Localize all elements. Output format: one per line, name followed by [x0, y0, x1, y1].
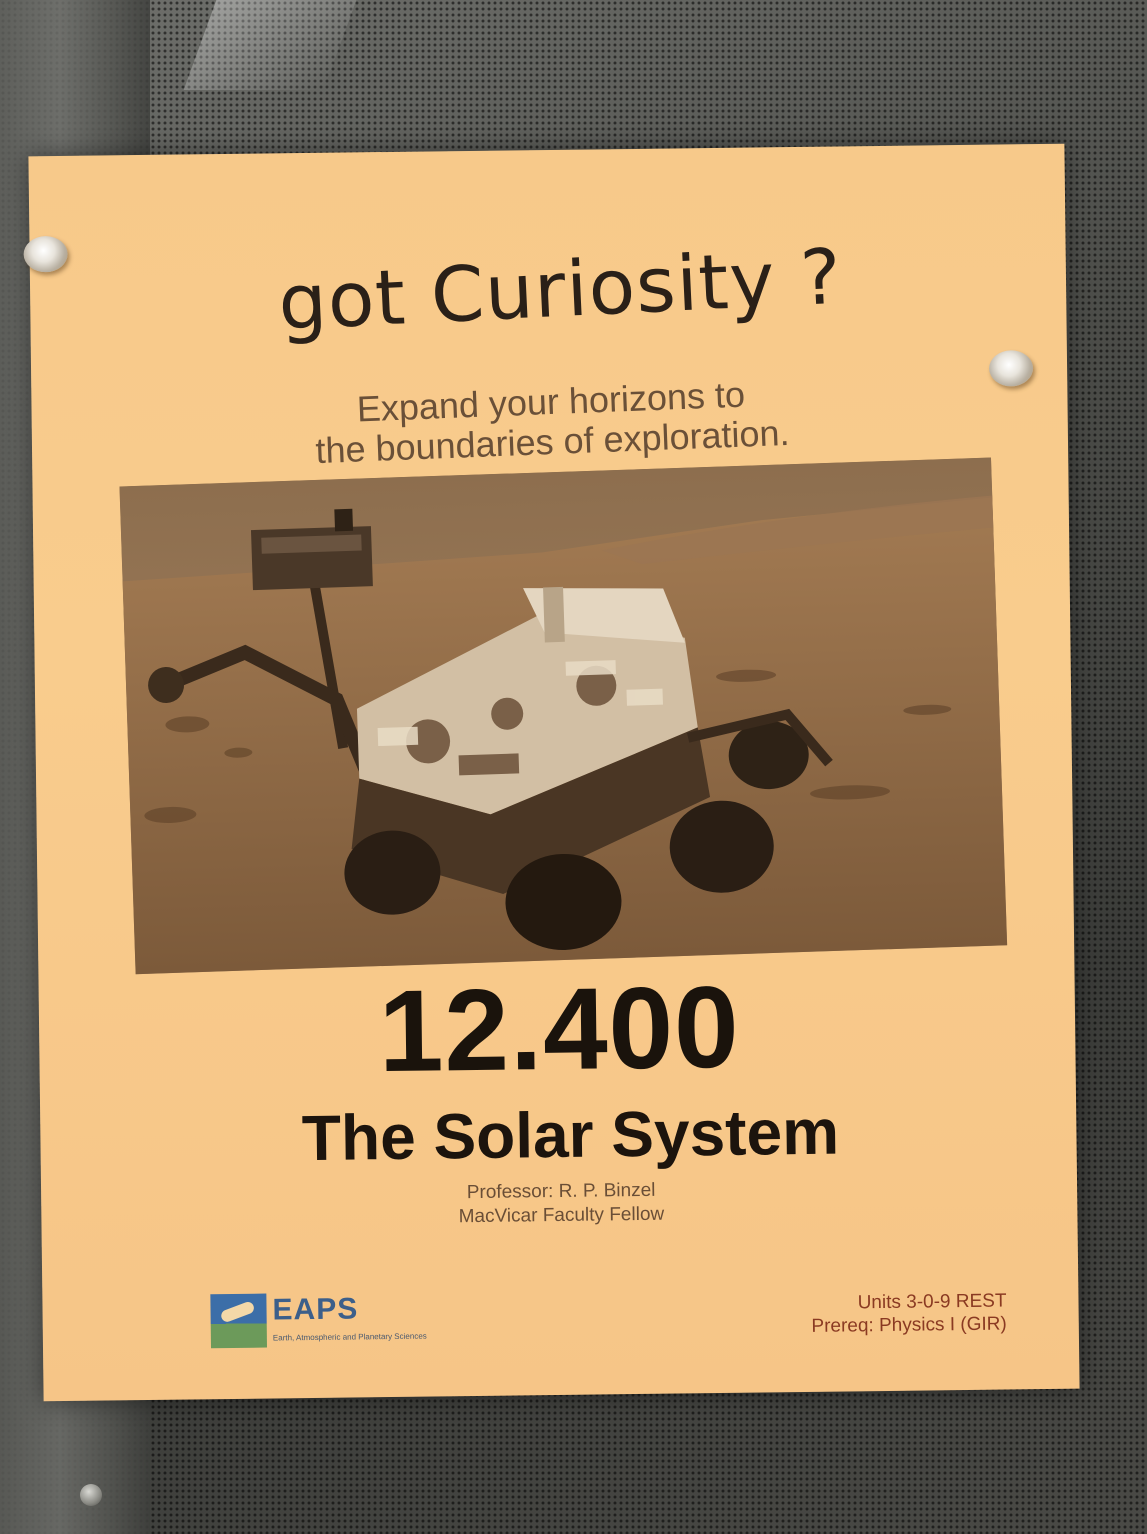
mars-rover-photo [119, 457, 1008, 975]
wall-screw [80, 1484, 102, 1506]
eaps-logo-icon [210, 1293, 268, 1349]
eaps-logo-subtitle: Earth, Atmospheric and Planetary Science… [272, 1331, 427, 1343]
eaps-logo-name: EAPS [272, 1292, 359, 1327]
course-prereq: Prereq: Physics I (GIR) [811, 1313, 1007, 1337]
poster-headline: got Curiosity ? [276, 231, 844, 348]
pushpin-right [988, 350, 1034, 387]
poster-tagline: Expand your horizons to the boundaries o… [180, 368, 923, 476]
course-requirements: Units 3-0-9 REST Prereq: Physics I (GIR) [811, 1290, 1007, 1338]
pushpin-top-left [23, 235, 68, 273]
fellowship-line: MacVicar Faculty Fellow [458, 1203, 665, 1228]
instructor-info: Professor: R. P. Binzel MacVicar Faculty… [341, 1177, 782, 1230]
course-number: 12.400 [377, 961, 741, 1097]
course-poster: got Curiosity ? Expand your horizons to … [23, 143, 1080, 1402]
eaps-logo: EAPS Earth, Atmospheric and Planetary Sc… [210, 1290, 571, 1354]
rover-illustration [119, 457, 1008, 975]
course-title: The Solar System [301, 1095, 840, 1175]
course-units: Units 3-0-9 REST [857, 1290, 1007, 1314]
